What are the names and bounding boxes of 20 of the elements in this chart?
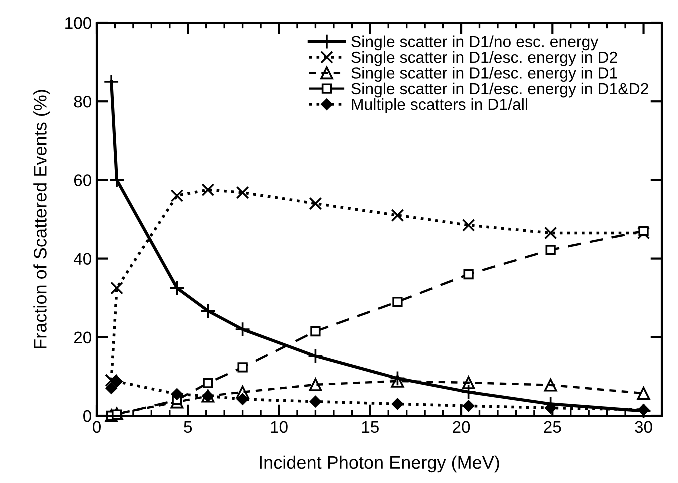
- y-tick-label: 100: [66, 17, 92, 30]
- y-tick-label: 0: [84, 410, 92, 422]
- legend-label: Single scatter in D1/esc. energy in D1: [352, 67, 618, 82]
- legend-label: Single scatter in D1/esc. energy in D2: [352, 51, 618, 66]
- x-tick-label: 15: [362, 421, 379, 434]
- legend-label: Multiple scatters in D1/all: [352, 98, 528, 114]
- x-tick-label: 0: [93, 421, 101, 434]
- x-tick-label: 10: [271, 421, 288, 434]
- legend-label: Single scatter in D1/no esc. energy: [352, 36, 599, 51]
- y-tick-label: 60: [74, 174, 92, 186]
- x-tick-label: 5: [184, 421, 192, 434]
- x-tick-label: 30: [635, 421, 652, 434]
- y-tick-label: 20: [74, 332, 92, 344]
- x-tick-label: 25: [544, 421, 562, 434]
- x-tick-label: 20: [453, 421, 470, 434]
- y-tick-label: 40: [74, 253, 92, 266]
- x-axis-title: Incident Photon Energy (MeV): [260, 456, 500, 473]
- y-axis-title: Fraction of Scattered Events (%): [34, 90, 50, 348]
- y-tick-label: 80: [74, 96, 92, 108]
- legend-label: Single scatter in D1/esc. energy in D1&D2: [352, 82, 648, 98]
